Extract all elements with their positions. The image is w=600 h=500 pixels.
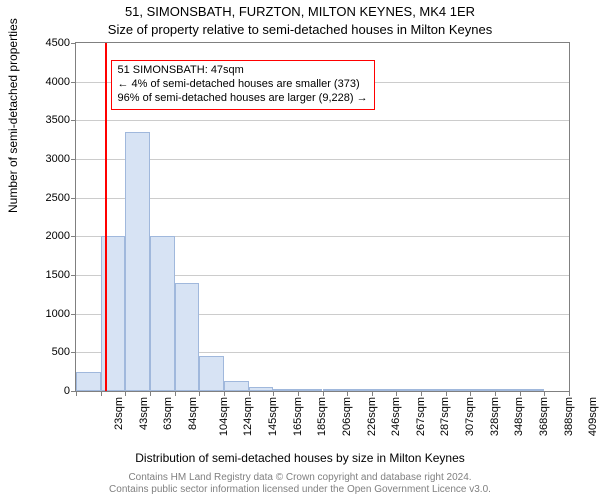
histogram-plot: 05001000150020002500300035004000450023sq…: [75, 42, 570, 392]
histogram-bar: [273, 389, 298, 391]
x-tick-mark: [273, 391, 274, 396]
x-tick-label: 409sqm: [587, 397, 599, 436]
footer-line-2: Contains public sector information licen…: [0, 484, 600, 496]
x-tick-label: 43sqm: [138, 397, 150, 430]
x-tick-mark: [175, 391, 176, 396]
x-tick-mark: [495, 391, 496, 396]
y-tick-label: 1000: [46, 308, 76, 320]
y-tick-label: 4000: [46, 76, 76, 88]
x-tick-label: 185sqm: [316, 397, 328, 436]
histogram-bar: [175, 283, 200, 391]
histogram-bar: [323, 389, 348, 391]
y-tick-label: 3000: [46, 153, 76, 165]
x-tick-mark: [446, 391, 447, 396]
histogram-bar: [470, 389, 495, 391]
x-tick-mark: [520, 391, 521, 396]
grid-line: [76, 120, 569, 121]
x-tick-mark: [323, 391, 324, 396]
histogram-bar: [199, 356, 224, 391]
x-tick-label: 287sqm: [440, 397, 452, 436]
y-tick-label: 4500: [46, 37, 76, 49]
y-axis-label: Number of semi-detached properties: [6, 18, 20, 213]
histogram-bar: [249, 387, 274, 391]
x-tick-mark: [125, 391, 126, 396]
x-tick-label: 267sqm: [415, 397, 427, 436]
histogram-bar: [372, 389, 397, 391]
x-tick-label: 145sqm: [267, 397, 279, 436]
annotation-line-3: 96% of semi-detached houses are larger (…: [118, 92, 368, 106]
x-tick-label: 328sqm: [489, 397, 501, 436]
histogram-bar: [150, 236, 175, 391]
x-tick-label: 104sqm: [218, 397, 230, 436]
title-line-2: Size of property relative to semi-detach…: [0, 22, 600, 37]
x-tick-mark: [372, 391, 373, 396]
x-tick-mark: [470, 391, 471, 396]
subject-marker-line: [105, 43, 107, 391]
x-tick-label: 165sqm: [292, 397, 304, 436]
histogram-bar: [396, 389, 421, 391]
x-tick-mark: [101, 391, 102, 396]
x-tick-mark: [569, 391, 570, 396]
y-tick-label: 1500: [46, 269, 76, 281]
x-tick-label: 206sqm: [341, 397, 353, 436]
y-tick-label: 500: [52, 346, 76, 358]
x-tick-mark: [421, 391, 422, 396]
histogram-bar: [421, 389, 446, 391]
x-tick-mark: [150, 391, 151, 396]
y-tick-label: 2500: [46, 192, 76, 204]
x-tick-label: 368sqm: [538, 397, 550, 436]
annotation-line-2: ← 4% of semi-detached houses are smaller…: [118, 78, 368, 92]
annotation-line-1: 51 SIMONSBATH: 47sqm: [118, 64, 368, 78]
x-tick-label: 226sqm: [366, 397, 378, 436]
x-axis-label: Distribution of semi-detached houses by …: [0, 451, 600, 465]
histogram-bar: [76, 372, 101, 391]
x-tick-mark: [544, 391, 545, 396]
x-tick-mark: [199, 391, 200, 396]
x-tick-mark: [396, 391, 397, 396]
grid-line: [76, 198, 569, 199]
annotation-box: 51 SIMONSBATH: 47sqm ← 4% of semi-detach…: [111, 60, 375, 109]
x-tick-label: 63sqm: [162, 397, 174, 430]
histogram-bar: [347, 389, 372, 391]
x-tick-mark: [249, 391, 250, 396]
x-tick-label: 388sqm: [563, 397, 575, 436]
histogram-bar: [446, 389, 471, 391]
x-tick-mark: [76, 391, 77, 396]
grid-line: [76, 159, 569, 160]
histogram-bar: [224, 381, 249, 391]
y-tick-label: 3500: [46, 114, 76, 126]
histogram-bar: [125, 132, 150, 391]
x-tick-label: 307sqm: [464, 397, 476, 436]
histogram-bar: [298, 389, 323, 391]
x-tick-label: 124sqm: [242, 397, 254, 436]
histogram-bar: [520, 389, 545, 391]
title-line-1: 51, SIMONSBATH, FURZTON, MILTON KEYNES, …: [0, 4, 600, 19]
x-tick-label: 246sqm: [390, 397, 402, 436]
histogram-bar: [495, 389, 520, 391]
y-tick-label: 0: [64, 385, 76, 397]
x-tick-label: 84sqm: [187, 397, 199, 430]
y-tick-label: 2000: [46, 230, 76, 242]
x-tick-mark: [347, 391, 348, 396]
x-tick-mark: [224, 391, 225, 396]
footer-line-1: Contains HM Land Registry data © Crown c…: [0, 472, 600, 484]
x-tick-label: 23sqm: [113, 397, 125, 430]
x-tick-label: 348sqm: [514, 397, 526, 436]
x-tick-mark: [298, 391, 299, 396]
